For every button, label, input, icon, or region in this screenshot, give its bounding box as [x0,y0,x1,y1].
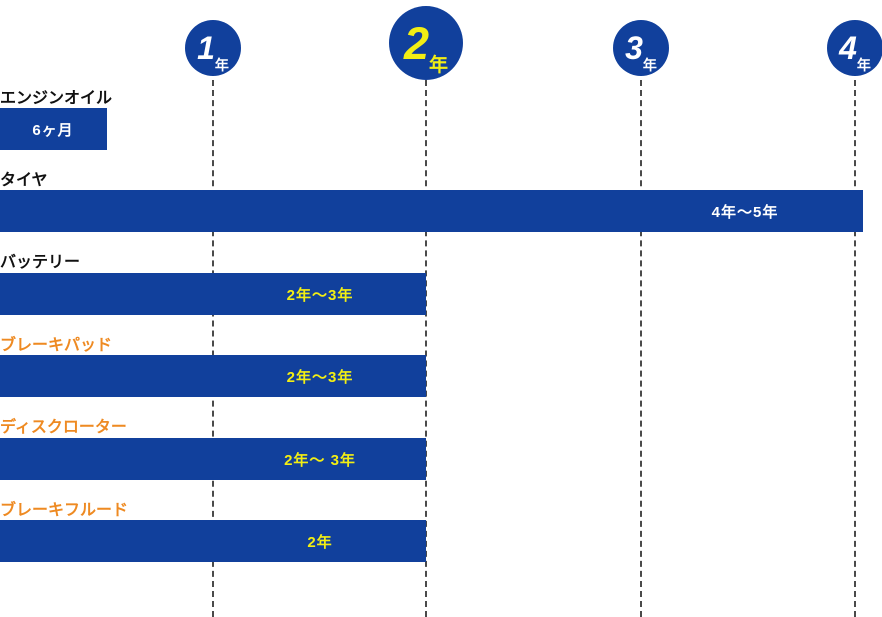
gridline-year-4 [854,60,856,617]
row-bar-value-label: 6ヶ月 [32,121,74,139]
row-label: ブレーキフルード [0,502,129,519]
row-label: ブレーキパッド [0,337,113,354]
row-bar-value-label: 2年 [307,533,333,551]
gridline-year-2 [425,60,427,617]
year-marker-unit: 年 [214,57,229,73]
year-marker-number: 3 [625,30,643,66]
row-label: ディスクローター [0,419,127,436]
year-marker-unit: 年 [429,55,449,76]
row-bar: 6ヶ月 [0,108,107,150]
year-marker-unit: 年 [856,57,871,73]
row-bar: 2年〜 3年 [0,438,426,480]
row-bar: 4年〜5年 [0,190,863,232]
row-bar: 2年〜3年 [0,273,426,315]
row-bar: 2年 [0,520,426,562]
row-bar-value-label: 2年〜3年 [286,286,354,304]
row-bar-value-label: 4年〜5年 [711,203,779,221]
year-marker-number: 4 [839,30,857,66]
row-label: エンジンオイル [0,90,113,107]
row-label: タイヤ [0,172,48,189]
row-bar: 2年〜3年 [0,355,426,397]
row-label: バッテリー [0,254,81,271]
gridline-year-3 [640,60,642,617]
row-bar-value-label: 2年〜 3年 [284,451,356,469]
year-marker-number: 2 [403,17,429,69]
year-marker-unit: 年 [642,57,657,73]
year-marker-number: 1 [197,30,215,66]
gridline-year-1 [212,60,214,617]
row-bar-value-label: 2年〜3年 [286,368,354,386]
